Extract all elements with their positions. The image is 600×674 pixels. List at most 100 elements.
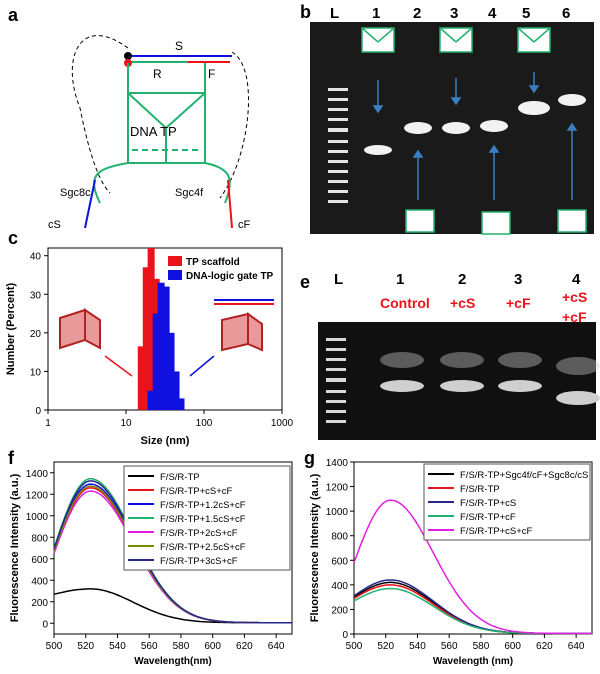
xtick-label: 600: [204, 641, 221, 652]
bar-c: [162, 286, 170, 410]
gate-tp-icon: [221, 312, 263, 352]
bar-c: [157, 282, 165, 410]
ytick-label: 1000: [26, 512, 49, 523]
strand-f-label: F: [208, 67, 215, 81]
lane-b-2: 2: [413, 5, 421, 22]
xtick-label: 500: [46, 641, 63, 652]
ladder-b: [328, 88, 348, 203]
lane-b-3: 3: [450, 5, 458, 22]
chart-f: 0 200 400 600 800 1000 1200 1400 500 520 540 560 580…: [9, 461, 293, 667]
legend-label-c: TP scaffold: [186, 257, 240, 268]
cond-cf-2: +cF: [562, 309, 587, 325]
ytick-label-c: 40: [30, 252, 42, 263]
scaffold-icon: [59, 308, 101, 350]
ylabel: Fluorescence Intensity (a.u.): [309, 473, 321, 622]
ylabel-c: Number (Percent): [5, 283, 17, 376]
ytick-label: 0: [42, 619, 48, 630]
cond-cf: +cF: [506, 295, 531, 311]
bar-c: [172, 371, 180, 410]
legend-label: F/S/R-TP+1.2cS+cF: [160, 500, 246, 511]
xtick-label-c: 1000: [271, 418, 294, 429]
aptamer-left-label: Sgc8c: [60, 187, 91, 199]
legend-label: F/S/R-TP: [460, 484, 500, 495]
xtick-label: 620: [536, 641, 553, 652]
lane-e-2: 2: [458, 271, 466, 288]
legend-label: F/S/R-TP: [160, 472, 200, 483]
ytick-label-c: 20: [30, 329, 42, 340]
legend-label: F/S/R-TP+cS+cF: [460, 526, 533, 537]
xtick-label: 500: [346, 641, 363, 652]
legend-label: F/S/R-TP+2.5cS+cF: [160, 542, 246, 553]
lane-e-L: L: [334, 271, 343, 288]
ytick-label-c: 0: [35, 406, 41, 417]
cf-strand: [227, 179, 233, 229]
lane-e-3: 3: [514, 271, 522, 288]
lane-b-5: 5: [522, 5, 530, 22]
xtick-label: 640: [568, 641, 585, 652]
plot-frame: [353, 461, 593, 635]
legend-label: F/S/R-TP+3cS+cF: [160, 556, 238, 567]
ytick-label: 1400: [326, 458, 349, 469]
xtick-label: 580: [473, 641, 490, 652]
lane-e-4: 4: [572, 271, 581, 288]
panel-a-schematic: S R F DNA TP Sgc8c Sgc4f cS cF: [48, 35, 251, 231]
lane-b-1: 1: [372, 5, 380, 22]
panel-label-b: b: [300, 2, 311, 22]
xtick-label: 520: [377, 641, 394, 652]
strand-s-label: S: [175, 39, 183, 53]
bar-c: [177, 398, 185, 410]
ytick-label: 1000: [326, 507, 349, 518]
bands-e: [380, 352, 600, 405]
bar-c: [137, 346, 145, 410]
ylabel: Fluorescence Intensity (a.u.): [9, 473, 21, 622]
legend-label: F/S/R-TP+cS+cF: [160, 486, 233, 497]
bar-c: [142, 267, 150, 410]
dashed-arrow-right: [219, 51, 249, 199]
lane-b-4: 4: [488, 5, 497, 22]
strand-r-label: R: [153, 67, 162, 81]
series-line: [53, 480, 292, 624]
xlabel: Wavelength (nm): [433, 656, 513, 667]
xtick-label: 540: [109, 641, 126, 652]
comp-right-label: cF: [238, 219, 251, 231]
cond-cs-2: +cS: [562, 289, 587, 305]
bar-c: [147, 390, 155, 410]
ytick-label: 0: [342, 630, 348, 641]
legend-label: F/S/R-TP+cS: [460, 498, 516, 509]
bar-c: [147, 248, 155, 410]
panel-label-g: g: [304, 448, 315, 468]
legend-label: F/S/R-TP+Sgc4f/cF+Sgc8c/cS: [460, 470, 588, 481]
xtick-label: 520: [77, 641, 94, 652]
legend-swatch-c: [168, 256, 182, 266]
xtick-label: 580: [173, 641, 190, 652]
xtick-label: 620: [236, 641, 253, 652]
xlabel-c: Size (nm): [141, 435, 190, 447]
bands-b: [364, 94, 586, 155]
ytick-label: 1400: [26, 469, 49, 480]
xtick-label-c: 10: [120, 418, 132, 429]
panel-label-a: a: [8, 5, 19, 25]
lane-b-L: L: [330, 5, 339, 22]
xtick-label-c: 100: [196, 418, 213, 429]
ytick-label: 200: [331, 605, 348, 616]
chart-g: 0 200 400 600 800 1000 1200 1400 500 520 540 560 580…: [309, 458, 593, 667]
ytick-label: 200: [31, 598, 48, 609]
panel-label-f: f: [8, 448, 14, 468]
core-label: DNA TP: [130, 124, 177, 139]
chart-c: 0 10 20 30 40 1 10 100 1000 Size (nm) Number (Perc…: [5, 247, 294, 447]
panel-e-overlay: L 1 2 3 4 Control +cS +cF +cS +cF: [326, 271, 600, 423]
dashed-arrow-left: [71, 35, 129, 194]
xtick-label-c: 1: [45, 418, 51, 429]
quencher-dot: [124, 52, 132, 60]
comp-left-label: cS: [48, 219, 61, 231]
panel-label-c: c: [8, 228, 19, 248]
series-line: [353, 587, 592, 635]
series-line: [353, 499, 592, 635]
lane-e-1: 1: [396, 271, 404, 288]
ytick-label: 400: [31, 576, 48, 587]
legend-label: F/S/R-TP+cF: [460, 512, 516, 523]
bar-c: [167, 332, 175, 410]
lane-b-6: 6: [562, 5, 570, 22]
legend-label: F/S/R-TP+2cS+cF: [160, 528, 238, 539]
aptamer-right-label: Sgc4f: [175, 187, 204, 199]
